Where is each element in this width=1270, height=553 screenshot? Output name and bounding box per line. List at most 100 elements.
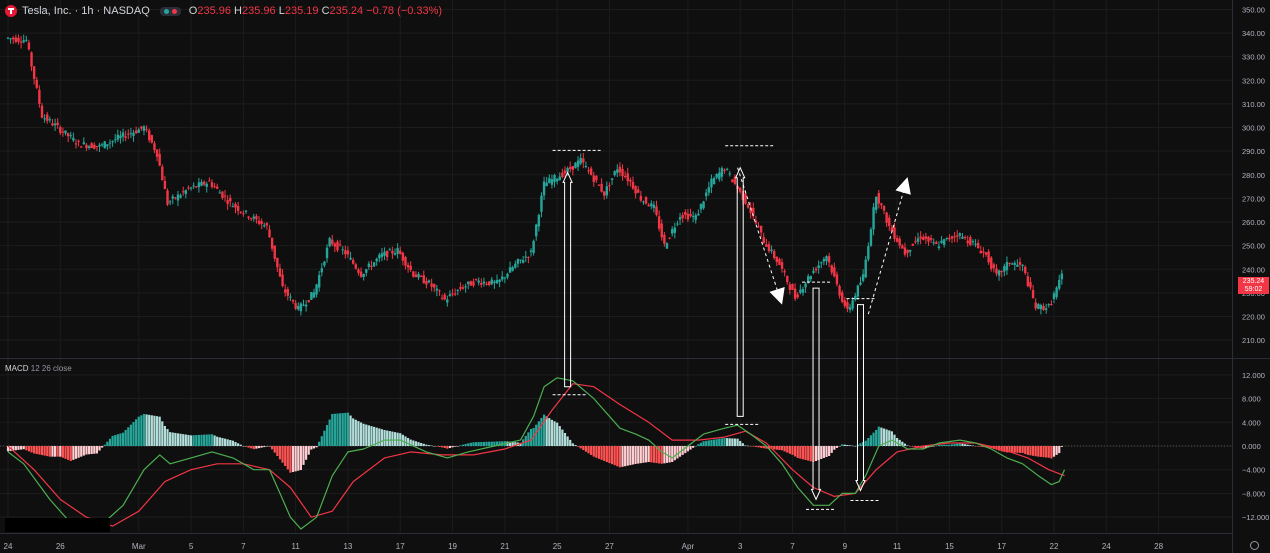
candle-body [723,169,726,171]
histogram-bar [6,446,10,452]
market-status-indicator[interactable] [159,6,181,16]
candle-body [346,250,350,255]
histogram-bar [375,427,378,446]
candle-body [956,235,959,237]
candle-body [637,189,640,193]
histogram-bar [987,446,990,448]
histogram-bar [958,443,961,446]
candle-body [477,280,480,283]
candle-body [184,190,188,195]
candle-body [655,206,658,215]
histogram-bar [697,444,700,446]
candle-body [197,182,201,188]
time-tick-label: 17 [997,542,1006,551]
price-tick-label: 290.00 [1242,147,1265,156]
ohlc-values: O235.96 H235.96 L235.19 C235.24 −0.78 (−… [188,5,443,17]
price-tick-label: 310.00 [1242,100,1265,109]
candle-body [647,204,650,207]
candle-body [161,166,164,181]
candle-body [553,175,556,183]
histogram-bar [684,446,687,454]
candle-body [354,264,357,269]
candle-body [375,258,378,262]
histogram-bar [624,446,627,467]
candle-body [616,169,619,173]
candle-body [631,181,635,189]
candle-body [919,236,922,239]
up-arrow-annotation[interactable] [562,171,573,388]
candle-body [676,223,679,225]
histogram-bar [569,439,572,446]
histogram-bar [911,446,914,447]
gear-icon[interactable] [1250,541,1259,550]
histogram-bar [655,446,658,464]
candle-body [686,213,690,220]
candle-body [281,274,284,287]
candle-body [880,203,883,206]
histogram-bar [208,434,211,446]
histogram-bar [464,443,467,446]
histogram-bar [43,446,46,456]
candle-body [558,176,561,181]
macd-indicator-label[interactable]: MACD 12 26 close [5,364,72,373]
histogram-bar [896,437,899,446]
time-tick-label: 27 [605,542,614,551]
down-arrow-annotation[interactable] [810,287,822,501]
symbol-title[interactable]: Tesla, Inc. · 1h · NASDAQ [22,5,150,17]
candle-body [87,146,91,149]
time-tick-label: Mar [132,542,146,551]
histogram-bar [333,413,336,446]
histogram-bar [650,446,653,463]
candle-body [304,304,308,307]
candle-body [263,225,266,227]
histogram-bar [339,413,342,446]
histogram-bar [658,446,661,464]
histogram-bar [553,421,556,446]
arrow-annotations[interactable] [552,145,911,510]
candle-body [51,123,54,126]
candle-body [673,227,677,233]
candle-body [229,197,232,202]
histogram-bar [535,424,538,446]
histogram-bar [935,445,938,447]
histogram-bar [610,446,614,465]
histogram-bar [676,446,679,459]
histogram-bar [859,443,862,446]
candle-body [524,256,527,258]
candle-body [843,300,846,307]
candle-body [754,220,758,224]
candle-body [746,204,750,208]
histogram-bar [108,438,112,446]
candle-body [739,187,742,192]
candle-body [1055,287,1058,297]
candle-body [684,212,687,215]
histogram-bar [467,443,470,446]
up-arrow-annotation[interactable] [734,166,746,417]
histogram-bar [1018,446,1022,453]
candle-body [550,179,554,185]
histogram-bar [1045,446,1048,458]
histogram-bar [799,446,802,459]
candle-body [715,173,718,178]
histogram-bar [422,443,425,446]
histogram-bar [629,446,632,466]
histogram-bar [644,446,648,463]
histogram-bar [412,440,415,446]
histogram-bar [192,435,195,446]
candle-body [950,236,954,239]
candle-body [1000,270,1003,273]
histogram-bar [828,446,831,457]
time-tick-label: 21 [500,542,509,551]
histogram-bar [760,446,763,448]
histogram-bar [733,438,737,446]
symbol-header: Tesla, Inc. · 1h · NASDAQ O235.96 H235.9… [5,3,442,19]
candle-body [53,123,57,126]
candle-body [971,241,975,243]
histogram-bar [673,446,676,461]
down-arrow-annotation[interactable] [855,304,866,492]
candle-body [85,144,88,149]
histogram-bar [746,445,750,447]
status-dot-icon [163,8,169,14]
candle-body [501,276,504,280]
